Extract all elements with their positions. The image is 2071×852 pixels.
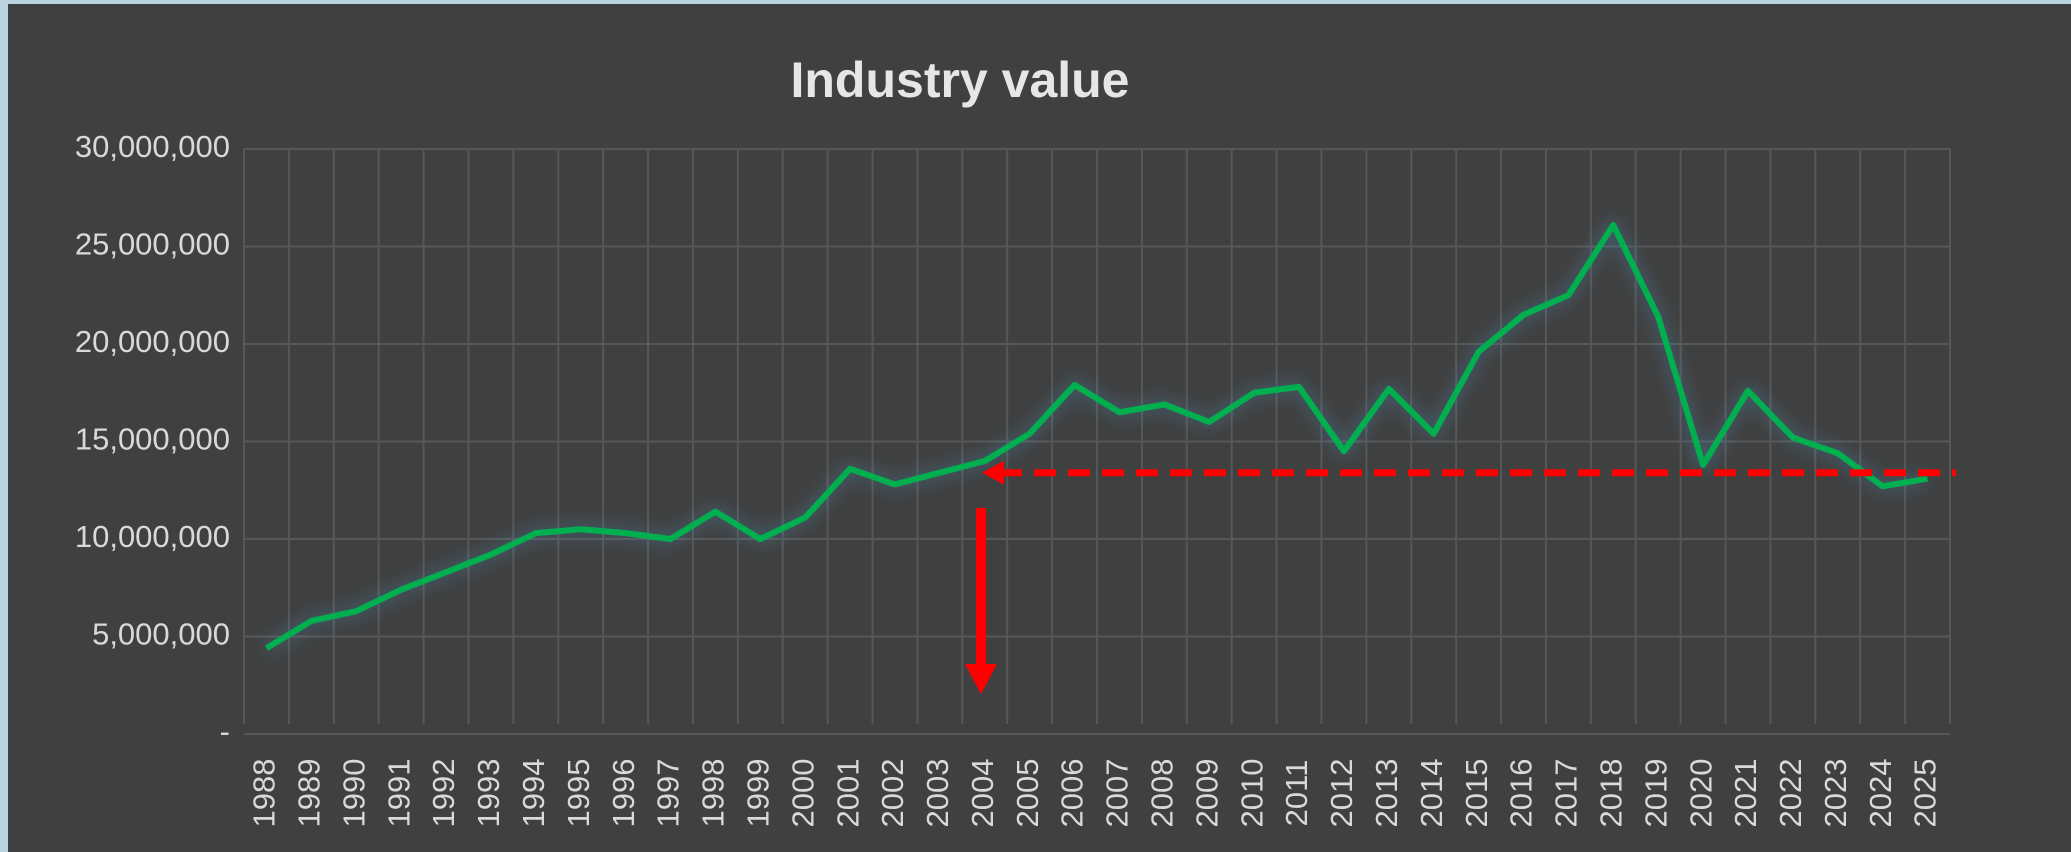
x-tick-label: 1994: [516, 759, 551, 828]
x-tick-label: 2008: [1145, 759, 1180, 828]
x-tick-label: 2023: [1818, 759, 1853, 828]
x-tick-label: 2011: [1279, 760, 1314, 827]
x-tick-label: 2010: [1234, 759, 1269, 828]
x-tick-label: 1999: [740, 759, 775, 828]
y-tick-label: 15,000,000: [75, 422, 230, 457]
line-series: [264, 222, 1929, 651]
chart-title: Industry value: [791, 52, 1130, 108]
x-tick-label: 1991: [381, 759, 416, 828]
x-tick-label: 2025: [1908, 759, 1943, 828]
x-tick-label: 2006: [1055, 759, 1090, 828]
x-tick-label: 2015: [1459, 759, 1494, 828]
x-tick-label: 2024: [1863, 759, 1898, 828]
x-tick-label: 2016: [1504, 759, 1539, 828]
x-tick-label: 2013: [1369, 759, 1404, 828]
x-tick-label: 2009: [1189, 759, 1224, 828]
x-tick-label: 2002: [875, 759, 910, 828]
x-tick-label: 2022: [1773, 759, 1808, 828]
x-tick-label: 1990: [336, 759, 371, 828]
y-tick-label: 25,000,000: [75, 227, 230, 262]
x-tick-label: 2018: [1593, 759, 1628, 828]
x-tick-label: 2005: [1010, 759, 1045, 828]
x-tick-label: 2003: [920, 759, 955, 828]
x-tick-label: 2012: [1324, 759, 1359, 828]
x-tick-label: 2001: [830, 759, 865, 828]
x-tick-label: 2019: [1638, 759, 1673, 828]
y-tick-label: 30,000,000: [75, 129, 230, 164]
x-tick-label: 1998: [696, 759, 731, 828]
x-tick-label: 2000: [785, 759, 820, 828]
reference-arrowhead: [982, 460, 1004, 485]
x-tick-label: 2004: [965, 759, 1000, 828]
x-tick-label: 2020: [1683, 759, 1718, 828]
down-arrow-head: [965, 664, 997, 694]
y-tick-label: -: [220, 714, 230, 749]
x-tick-label: 1992: [426, 759, 461, 828]
x-tick-label: 1988: [247, 759, 282, 828]
x-tick-label: 2021: [1728, 759, 1763, 828]
chart-background: [8, 4, 2071, 852]
x-tick-label: 2014: [1414, 759, 1449, 828]
x-tick-label: 1996: [606, 759, 641, 828]
y-tick-label: 5,000,000: [92, 617, 230, 652]
x-tick-label: 1995: [561, 759, 596, 828]
x-tick-label: 1997: [651, 759, 686, 828]
x-tick-label: 1993: [471, 759, 506, 828]
x-tick-label: 1989: [292, 759, 327, 828]
x-tick-label: 2007: [1100, 759, 1135, 828]
y-tick-label: 20,000,000: [75, 324, 230, 359]
x-tick-label: 2017: [1549, 759, 1584, 828]
y-tick-label: 10,000,000: [75, 519, 230, 554]
